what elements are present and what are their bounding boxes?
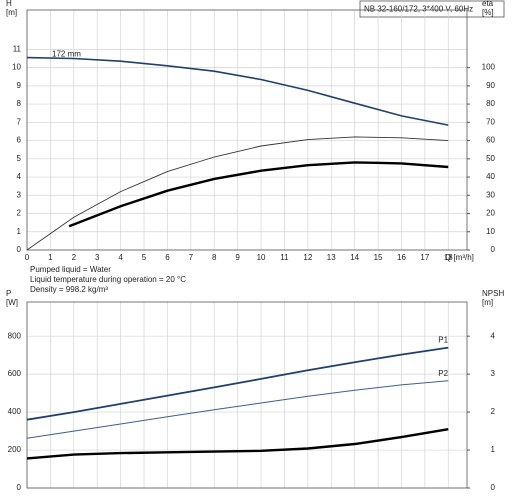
x-tick-label: 9	[235, 253, 240, 262]
y2-tick-label: 20	[486, 209, 495, 218]
y-axis-label: [W]	[6, 298, 18, 307]
y2-tick-label: 0	[491, 245, 496, 254]
plot-frame	[26, 9, 468, 251]
y-tick-label: 0	[17, 483, 22, 492]
x-tick-label: 16	[397, 253, 406, 262]
note: Liquid temperature during operation = 20…	[30, 275, 186, 284]
x-tick-label: 1	[48, 253, 53, 262]
series-label: P2	[438, 369, 448, 378]
x-tick-label: 14	[350, 253, 359, 262]
x-tick-label: 7	[189, 253, 194, 262]
y-tick-label: 600	[8, 369, 22, 378]
y2-axis-label: [%]	[482, 8, 494, 17]
y-tick-label: 4	[17, 172, 22, 181]
curve	[26, 56, 449, 126]
y2-tick-label: 60	[486, 136, 495, 145]
x-tick-label: 2	[72, 253, 77, 262]
plot-frame	[26, 301, 468, 489]
y-tick-label: 10	[12, 63, 21, 72]
y2-axis-label: NPSH	[482, 289, 504, 298]
x-tick-label: 8	[212, 253, 217, 262]
y-tick-label: 9	[17, 81, 22, 90]
y2-tick-label: 0	[491, 483, 496, 492]
x-tick-label: 13	[327, 253, 336, 262]
x-tick-label: 3	[95, 253, 100, 262]
y2-tick-label: 10	[486, 227, 495, 236]
note: Pumped liquid = Water	[30, 265, 111, 274]
note: Density = 998.2 kg/m³	[30, 285, 108, 294]
x-tick-label: 12	[303, 253, 312, 262]
y-tick-label: 1	[17, 227, 22, 236]
y-tick-label: 6	[17, 136, 22, 145]
curve	[26, 346, 449, 421]
curve	[26, 136, 449, 251]
y-tick-label: 2	[17, 209, 22, 218]
y-tick-label: 5	[17, 154, 22, 163]
x-tick-label: 18	[444, 253, 453, 262]
y2-tick-label: 50	[486, 154, 495, 163]
x-tick-label: 15	[374, 253, 383, 262]
x-tick-label: 10	[257, 253, 266, 262]
y-tick-label: 0	[17, 245, 22, 254]
y2-tick-label: 3	[491, 369, 496, 378]
y-tick-label: 7	[17, 117, 22, 126]
x-tick-label: 0	[25, 253, 30, 262]
series-label: P1	[438, 336, 448, 345]
y2-tick-label: 80	[486, 99, 495, 108]
y-tick-label: 400	[8, 407, 22, 416]
curve	[68, 161, 449, 228]
x-tick-label: 11	[280, 253, 289, 262]
y2-tick-label: 40	[486, 172, 495, 181]
y-axis-label: [m]	[6, 8, 17, 17]
y2-axis-label: eta	[482, 0, 494, 8]
y-tick-label: 8	[17, 99, 22, 108]
y2-tick-label: 2	[491, 407, 496, 416]
curve	[26, 380, 449, 439]
header-box	[359, 0, 505, 18]
y2-axis-label: [m]	[482, 298, 493, 307]
y-tick-label: 3	[17, 190, 22, 199]
curve	[26, 428, 449, 460]
x-axis-label: Q [m³/h]	[445, 253, 474, 262]
x-tick-label: 4	[118, 253, 123, 262]
x-tick-label: 6	[165, 253, 170, 262]
x-tick-label: 17	[420, 253, 429, 262]
y2-tick-label: 30	[486, 190, 495, 199]
y2-tick-label: 90	[486, 81, 495, 90]
y-tick-label: 200	[8, 445, 22, 454]
y2-tick-label: 4	[491, 331, 496, 340]
header: NB 32-160/172, 3*400 V, 60Hz	[364, 5, 473, 14]
y2-tick-label: 70	[486, 117, 495, 126]
y2-tick-label: 1	[491, 445, 496, 454]
y-axis-label: H	[6, 0, 12, 8]
y-axis-label: P	[6, 289, 11, 298]
y-tick-label: 800	[8, 331, 22, 340]
y2-tick-label: 100	[482, 63, 496, 72]
y-tick-label: 11	[13, 44, 22, 53]
x-tick-label: 5	[142, 253, 147, 262]
series-label: 172 mm	[52, 50, 81, 59]
